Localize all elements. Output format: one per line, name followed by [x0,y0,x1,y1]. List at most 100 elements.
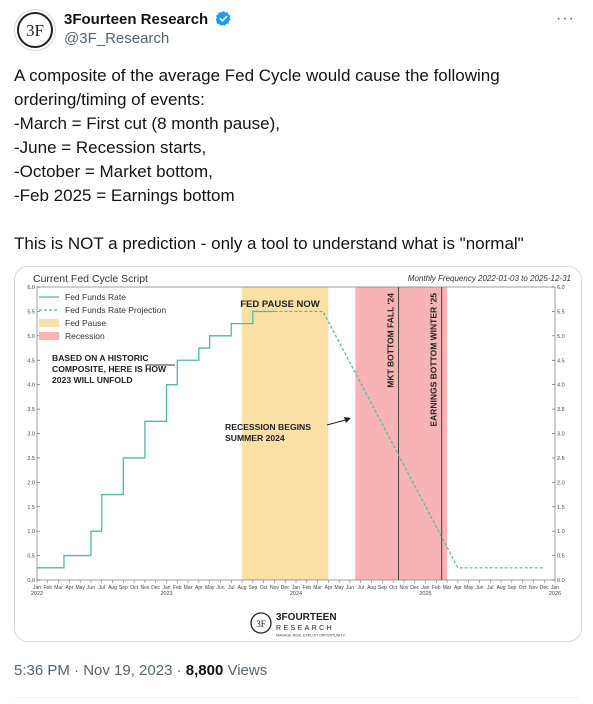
shaded-regions [242,287,448,580]
author-handle[interactable]: @3F_Research [64,30,170,47]
y-tick-label-right: 2.5 [557,456,565,462]
x-year-label: 2025 [419,591,431,597]
x-tick-label: Dec [281,585,290,591]
x-year-label: 2024 [290,591,302,597]
tweet-line: -Feb 2025 = Earnings bottom [14,186,235,205]
y-tick-label-left: 4.5 [27,358,35,364]
annotation-historic-box: BASED ON A HISTORIC COMPOSITE, HERE IS H… [52,353,167,385]
x-tick-label: Sep [507,585,516,591]
chart-series [37,310,545,569]
y-tick-label-left: 2.0 [27,480,35,486]
x-tick-label: Nov [529,585,538,591]
y-tick-label-right: 0.5 [557,554,565,560]
logo-sub: RESEARCH [276,625,334,632]
x-tick-label: Aug [367,585,376,591]
view-count: 8,800 [185,662,224,679]
legend-label: Recession [65,331,105,341]
x-tick-label: Jul [99,585,105,591]
views-label: Views [223,662,268,679]
y-tick-label-left: 0.5 [27,554,35,560]
x-tick-label: Feb [302,585,311,591]
x-tick-label: May [334,585,344,591]
x-tick-label: Jun [216,585,224,591]
series-fed-funds-rate-line [37,310,275,569]
x-tick-label: Oct [519,585,527,591]
author-name-text[interactable]: 3Fourteen Research [64,11,209,28]
x-tick-label: Mar [54,585,63,591]
y-tick-label-right: 3.0 [557,432,565,438]
y-tick-label-right: 1.5 [557,505,565,511]
logo-circle-icon [250,612,272,634]
verified-badge-icon [216,11,231,26]
svg-text:3F: 3F [26,21,44,40]
more-dots-icon[interactable]: ··· [556,10,575,27]
x-tick-label: Mar [443,585,452,591]
tweet-line: -October = Market bottom, [14,162,213,181]
x-tick-label: Jan [292,585,300,591]
annotation-recession-box: RECESSION BEGINS SUMMER 2024 [225,422,311,443]
annotation-fed-pause-text: FED PAUSE NOW [240,299,320,310]
y-tick-label-right: 3.5 [557,407,565,413]
chart-image[interactable]: Current Fed Cycle Script Monthly Frequen… [14,266,582,642]
x-tick-label: Apr [454,585,462,591]
y-tick-label-right: 6.0 [557,285,565,291]
x-year-label: 2026 [549,591,561,597]
x-tick-label: Jan [551,585,559,591]
tweet-text: A composite of the average Fed Cycle wou… [14,64,579,256]
x-tick-label: Jul [358,585,364,591]
x-tick-label: Aug [497,585,506,591]
tweet-line-blank [14,208,579,232]
x-year-label: 2023 [160,591,172,597]
fed-cycle-chart: Current Fed Cycle Script Monthly Frequen… [15,267,581,641]
y-tick-label-right: 2.0 [557,480,565,486]
y-tick-label-left: 6.0 [27,285,35,291]
arrowhead-icon [344,417,351,423]
tweet-line: A composite of the average Fed Cycle wou… [14,66,500,85]
y-tick-label-left: 3.0 [27,432,35,438]
logo-name: 3FOURTEEN [276,612,337,623]
annotation-historic-composite: BASED ON A HISTORIC COMPOSITE, HERE IS H… [52,353,175,385]
x-tick-label: Nov [399,585,408,591]
divider [14,697,579,698]
x-tick-label: Oct [260,585,268,591]
shaded-region-fed-pause [242,287,329,580]
y-tick-label-left: 0.0 [27,578,35,584]
x-tick-label: Apr [65,585,73,591]
shaded-region-recession [355,287,448,580]
x-tick-label: Nov [140,585,149,591]
y-tick-label-left: 4.0 [27,383,35,389]
annotation-recession-text: RECESSION BEGINS SUMMER 2024 [225,422,311,443]
author-avatar[interactable]: 3F [14,9,56,51]
x-tick-label: Aug [108,585,117,591]
annotation-recession: RECESSION BEGINS SUMMER 2024 [225,417,351,443]
tweet-timestamp[interactable]: 5:36 PM · Nov 19, 2023 · [14,662,186,679]
tweet-line: This is NOT a prediction - only a tool t… [14,234,524,253]
x-tick-label: May [75,585,85,591]
x-tick-label: Sep [248,585,257,591]
y-tick-label-right: 4.0 [557,383,565,389]
x-tick-label: Jun [475,585,483,591]
y-tick-label-left: 2.5 [27,456,35,462]
vertical-marker-label: MKT BOTTOM FALL '24 [386,293,396,388]
x-tick-label: Apr [324,585,332,591]
x-tick-label: Aug [238,585,247,591]
chart-legend: Fed Funds Rate Fed Funds Rate Projection F… [39,292,166,341]
x-tick-label: Oct [389,585,397,591]
chart-title: Current Fed Cycle Script [33,273,148,285]
legend-swatch-patch [39,319,59,327]
x-tick-label: Jul [228,585,234,591]
x-tick-label: Feb [43,585,52,591]
tweet-header: 3F 3Fourteen Research @3F_Research ··· [0,0,593,60]
author-name[interactable]: 3Fourteen Research [64,10,232,28]
annotation-historic-text: BASED ON A HISTORIC COMPOSITE, HERE IS H… [52,353,167,385]
x-tick-label: Jun [87,585,95,591]
vertical-markers: MKT BOTTOM FALL '24 EARNINGS BOTTOM WINTE… [386,287,443,580]
tweet-line: -March = First cut (8 month pause), [14,114,280,133]
legend-label: Fed Pause [65,318,106,328]
x-tick-label: Jun [346,585,354,591]
legend-swatch-patch [39,332,59,340]
y-tick-label-right: 0.0 [557,578,565,584]
chart-axes: 0.0 0.0 0.5 0.5 1.0 1.0 1.5 1.5 2.0 2.0 2.5 2.5 3.0 3… [27,285,564,597]
logo-glyph: 3F [256,619,266,629]
x-tick-label: Jul [487,585,493,591]
